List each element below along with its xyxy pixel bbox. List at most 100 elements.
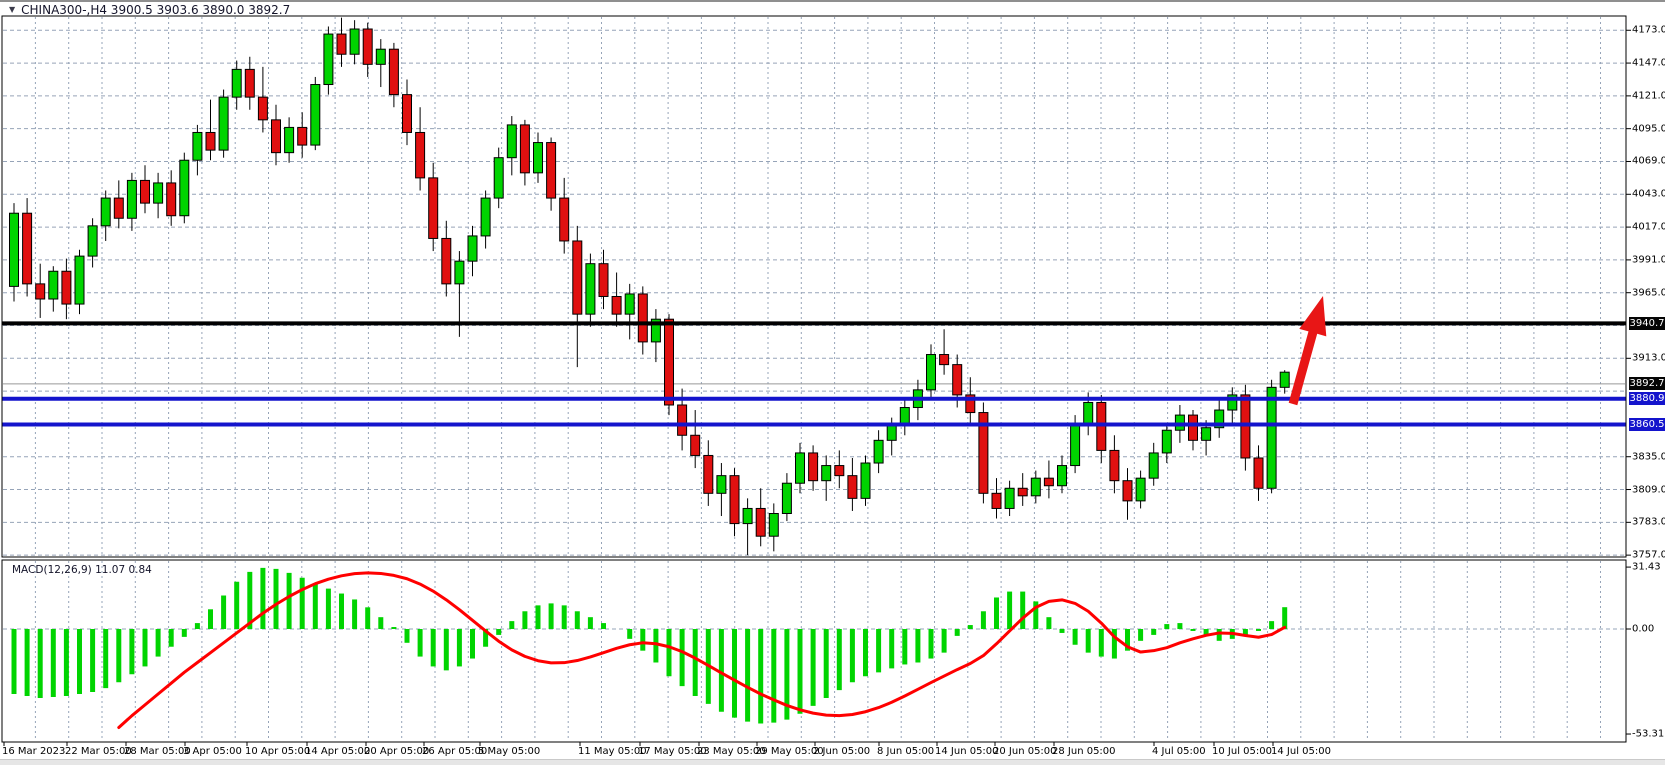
candle-body (533, 142, 543, 174)
time-axis-label: 20 Jun 05:00 (993, 746, 1057, 757)
time-axis-label: 20 Apr 05:00 (364, 746, 430, 757)
time-axis-label: 22 Mar 05:00 (65, 746, 132, 757)
trend-arrow-annotation[interactable] (1288, 296, 1327, 406)
candle-body (1227, 394, 1238, 411)
candle-body (74, 255, 85, 305)
main-panel-border (1, 15, 1627, 558)
time-axis-label: 14 Jul 05:00 (1271, 746, 1331, 757)
candle-body (284, 126, 295, 154)
time-axis-label: 14 Jun 05:00 (935, 746, 999, 757)
candle-body (755, 507, 766, 537)
time-axis-label: 10 Apr 05:00 (245, 746, 311, 757)
candle-body (1253, 457, 1264, 489)
chevron-down-icon[interactable]: ▼ (9, 5, 16, 14)
window-bottom-strip (0, 759, 1665, 765)
price-axis-label: 4095.0 (1632, 123, 1665, 135)
candle-body (598, 263, 609, 297)
candle-body (231, 68, 242, 98)
time-axis-label: 28 Jun 05:00 (1052, 746, 1116, 757)
candle-body (1057, 465, 1067, 487)
candle-body (1122, 480, 1133, 502)
candle-body (611, 295, 622, 315)
candle-body (886, 424, 897, 441)
candle-body (1004, 487, 1015, 509)
candle-body (624, 293, 635, 315)
candle-body (991, 492, 1002, 509)
price-axis-label: 3965.0 (1632, 287, 1665, 299)
candle-body (323, 33, 334, 86)
candle-body (140, 179, 150, 204)
macd-signal-line (117, 571, 1287, 729)
candle-body (585, 263, 596, 315)
candle-body (480, 197, 491, 237)
candle-body (1017, 487, 1028, 497)
price-axis-label: 4147.0 (1632, 57, 1665, 69)
time-axis-label: 2 Jun 05:00 (813, 746, 871, 757)
price-axis-label: 3757.0 (1632, 549, 1665, 561)
price-axis-label: 3991.0 (1632, 254, 1665, 266)
candle-body (1266, 386, 1277, 489)
candle-body (572, 240, 583, 315)
candle-body (192, 131, 203, 161)
candle-body (690, 434, 701, 456)
candle-body (1201, 427, 1212, 441)
candle-body (454, 260, 465, 285)
candle-body (650, 318, 661, 343)
candle-body (9, 212, 19, 287)
candle-body (664, 318, 674, 406)
chart-title: CHINA300-,H4 3900.5 3903.6 3890.0 3892.7 (21, 2, 291, 17)
time-axis-label: 28 Mar 05:00 (124, 746, 191, 757)
candle-body (1161, 429, 1172, 454)
candle-body (87, 225, 98, 257)
candle-body (336, 33, 347, 55)
candle-body (559, 197, 570, 242)
candle-body (768, 512, 779, 537)
candle-body (153, 182, 164, 204)
time-axis-label: 5 May 05:00 (478, 746, 541, 757)
candle-body (35, 283, 46, 300)
candle-body (1279, 371, 1290, 388)
candle-body (126, 179, 137, 219)
candle-body (781, 482, 792, 514)
candle-body (506, 124, 517, 159)
macd-panel-border (1, 559, 1627, 743)
candle-body (952, 364, 963, 396)
candle-body (61, 270, 72, 305)
candle-body (1135, 477, 1146, 502)
time-axis-label: 14 Apr 05:00 (305, 746, 371, 757)
candle-body (113, 197, 124, 219)
candle-body (22, 212, 33, 285)
macd-indicator-label: MACD(12,26,9) 11.07 0.84 (12, 564, 152, 576)
candle-body (821, 465, 832, 482)
candle-body (441, 237, 452, 285)
candle-body (939, 354, 950, 366)
time-axis-label: 8 Jun 05:00 (877, 746, 935, 757)
time-axis-label: 10 Jul 05:00 (1212, 746, 1272, 757)
candle-body (860, 462, 871, 499)
candle-body (257, 96, 268, 121)
price-badge-3940.7: 3940.7 (1629, 316, 1665, 330)
candle-body (716, 475, 727, 494)
candle-body (703, 454, 714, 494)
price-axis-label: 4043.0 (1632, 188, 1665, 200)
price-axis-label: 3835.0 (1632, 451, 1665, 463)
candle-body (546, 142, 557, 199)
price-badge-3880.9: 3880.9 (1629, 392, 1665, 406)
candle-body (926, 354, 936, 391)
candle-body (493, 157, 504, 199)
candle-body (375, 48, 386, 65)
chart-titlebar: ▼ CHINA300-,H4 3900.5 3903.6 3890.0 3892… (9, 2, 291, 17)
price-badge-3860.5: 3860.5 (1629, 418, 1665, 432)
candle-body (834, 465, 845, 477)
price-axis-label: 4017.0 (1632, 221, 1665, 233)
candle-body (899, 407, 910, 426)
candle-body (729, 475, 740, 525)
price-axis-label: 4173.0 (1632, 24, 1665, 36)
candle-body (428, 177, 439, 239)
candle-body (218, 96, 229, 151)
candle-body (808, 452, 819, 482)
time-axis-label: 11 May 05:00 (578, 746, 647, 757)
candle-body (677, 404, 688, 436)
candle-body (847, 475, 858, 499)
